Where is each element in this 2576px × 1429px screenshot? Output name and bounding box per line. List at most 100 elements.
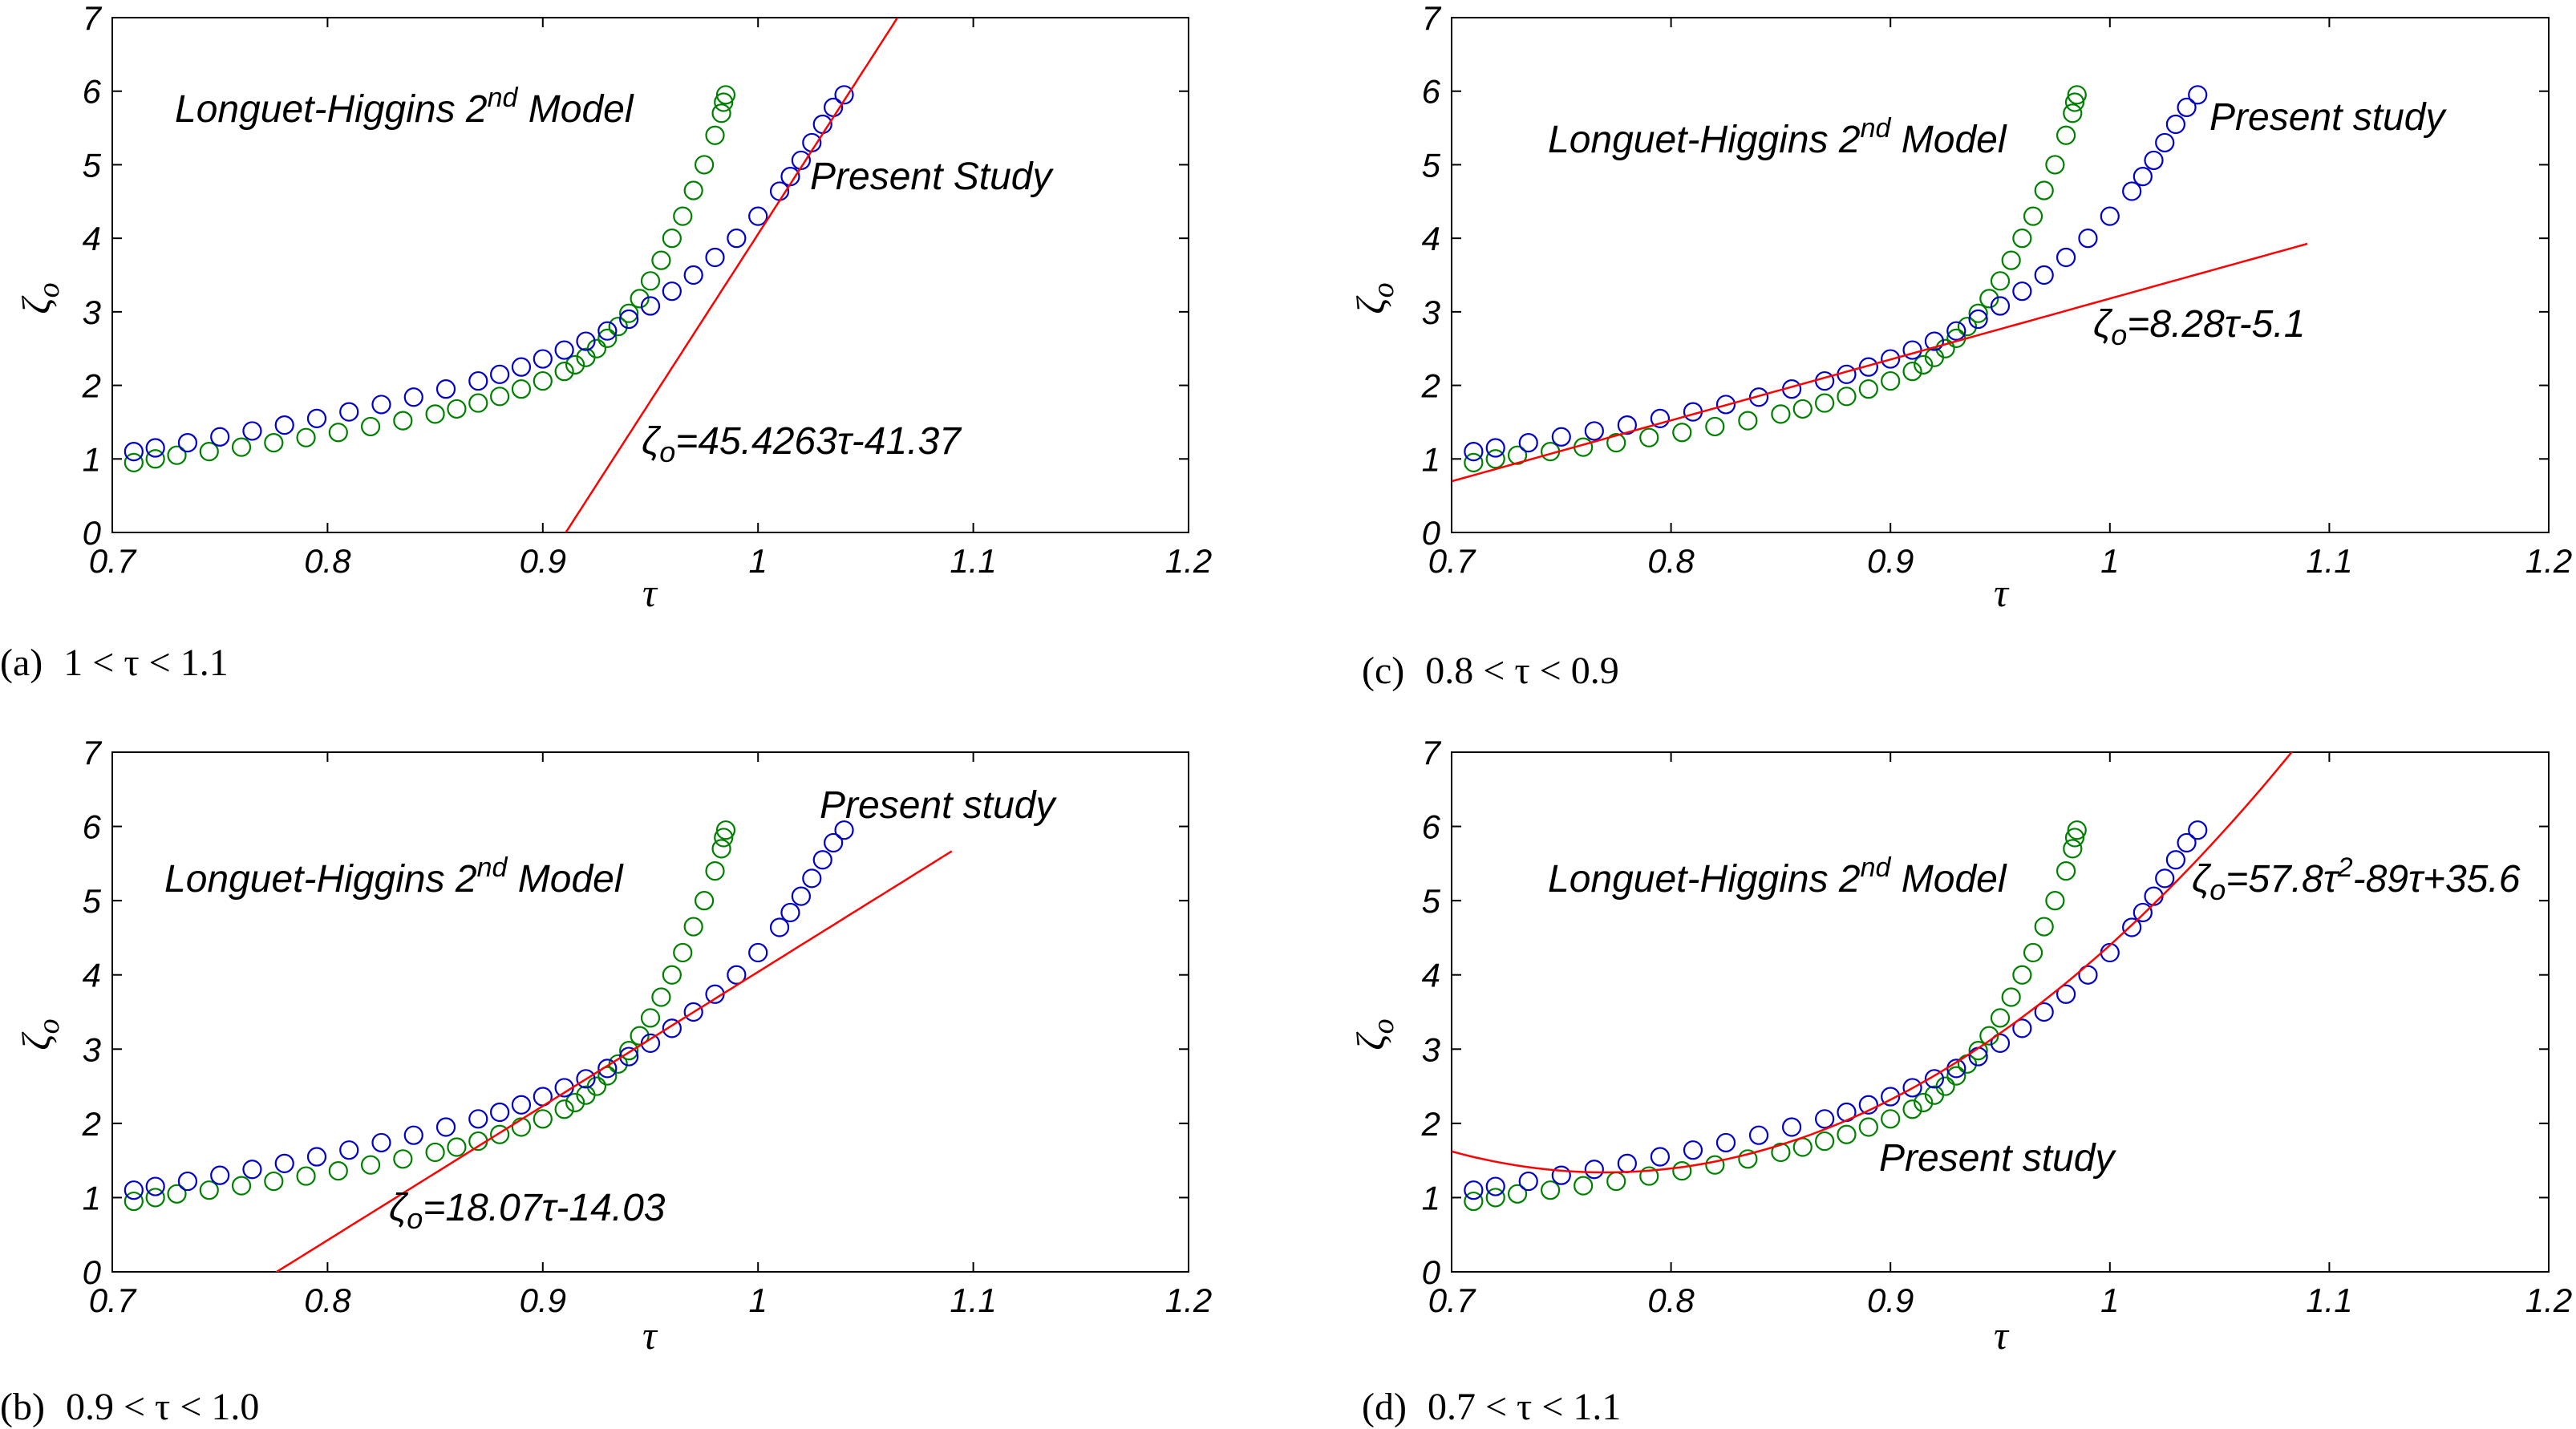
longuet-higgins-marker — [264, 433, 284, 453]
present-study-marker — [371, 1132, 391, 1153]
longuet-higgins-marker — [1902, 1099, 1922, 1119]
panel-b-x-tick-text: 1 — [749, 1281, 768, 1319]
longuet-higgins-marker — [1881, 370, 1901, 391]
panel-d-equation-mid: =57.8τ — [2226, 858, 2339, 901]
present-study-marker — [124, 442, 144, 462]
panel-b-caption-letter: (b) — [0, 1386, 45, 1428]
longuet-higgins-marker — [2023, 942, 2043, 963]
longuet-higgins-marker — [296, 1166, 316, 1186]
present-study-marker — [1551, 427, 1571, 447]
panel-b-x-tick-text: 0.9 — [520, 1281, 566, 1319]
panel-a-series-blue — [124, 85, 854, 462]
present-study-marker — [1715, 1132, 1736, 1153]
present-study-marker — [780, 902, 800, 923]
panel-b-equation-rest: =18.07τ-14.03 — [423, 1187, 666, 1229]
panel-d-y-tick-label: 1 — [1422, 1179, 1440, 1216]
present-study-marker — [1924, 1069, 1945, 1089]
present-study-marker — [1485, 1176, 1505, 1196]
panel-a-x-tick-label: 0.9 — [520, 542, 566, 580]
longuet-higgins-marker — [2056, 125, 2076, 145]
present-study-marker — [1715, 395, 1736, 415]
panel-c-x-tick-label: 1 — [2100, 542, 2119, 580]
panel-a-y-tick-text: 6 — [83, 73, 102, 111]
present-study-marker — [468, 1109, 488, 1129]
panel-b-x-tick-label: 0.9 — [520, 1281, 566, 1319]
present-study-marker — [1815, 1109, 1835, 1129]
present-study-marker — [435, 379, 456, 399]
longuet-higgins-marker — [1858, 379, 1878, 399]
longuet-higgins-marker — [608, 317, 628, 337]
present-study-marker — [1584, 1160, 1604, 1180]
longuet-higgins-marker — [2045, 155, 2065, 175]
longuet-higgins-marker — [2034, 917, 2054, 937]
panel-a: 0.7 0.8 0.9 1 1.1 1.201234567τζoLonguet-Higgi… — [0, 0, 1212, 684]
panel-c-x-tick-label: 1.1 — [2306, 542, 2352, 580]
present-study-marker — [242, 421, 262, 441]
panel-c-equation-main: ζ — [2093, 303, 2113, 346]
panel-a-y-tick-label: 6 — [83, 73, 102, 111]
longuet-higgins-marker — [683, 917, 703, 937]
panel-a-caption-range: 1 < τ < 1.1 — [63, 642, 228, 684]
present-study-marker — [576, 331, 596, 351]
longuet-higgins-marker — [328, 1161, 348, 1181]
panel-d-equation-rest: -89τ+35.6 — [2353, 858, 2521, 901]
panel-a-study-label-text: Present Study — [810, 156, 1055, 198]
present-study-marker — [306, 408, 327, 428]
longuet-higgins-marker — [1507, 1184, 1528, 1204]
longuet-higgins-marker — [1464, 452, 1484, 472]
present-study-marker — [1650, 1147, 1671, 1167]
longuet-higgins-marker — [2063, 103, 2083, 123]
present-study-marker — [748, 942, 768, 963]
panel-b-model-label-tail: Model — [507, 858, 623, 901]
panel-b-x-axis-label-text: τ — [642, 1313, 658, 1358]
panel-d-y-tick-label: 3 — [1422, 1030, 1440, 1068]
panel-d-y-tick-label: 5 — [1422, 882, 1441, 920]
panel-b-y-tick-text: 6 — [83, 808, 102, 846]
panel-b-plot-frame — [111, 751, 1189, 1273]
panel-b-y-axis-label: ζo — [14, 1018, 66, 1050]
present-study-marker — [1617, 415, 1637, 435]
present-study-marker — [834, 820, 854, 840]
present-study-marker — [2122, 181, 2142, 201]
present-study-marker — [1464, 1180, 1484, 1200]
panel-b-model-label-sup: nd — [477, 852, 508, 883]
longuet-higgins-marker — [705, 861, 725, 881]
present-study-marker — [2188, 85, 2208, 105]
panel-b-equation-main: ζ — [389, 1187, 409, 1229]
longuet-higgins-marker — [1979, 289, 1999, 309]
longuet-higgins-marker — [1957, 317, 1978, 337]
panel-d-y-tick-text: 3 — [1422, 1030, 1440, 1068]
longuet-higgins-marker — [1837, 1124, 1857, 1144]
longuet-higgins-marker — [673, 206, 693, 226]
panel-c-plot-frame — [1451, 17, 2550, 533]
panel-a-x-tick-text: 0.9 — [520, 542, 566, 580]
longuet-higgins-marker — [1881, 1109, 1901, 1129]
longuet-higgins-marker — [124, 1191, 144, 1212]
panel-b-y-tick-label: 6 — [83, 808, 102, 846]
panel-c-model-label-text: Longuet-Higgins 2 — [1548, 119, 1861, 161]
longuet-higgins-marker — [1968, 303, 1988, 323]
longuet-higgins-marker — [1639, 427, 1659, 447]
present-study-marker — [274, 1153, 294, 1173]
panel-b-y-tick-text: 5 — [83, 882, 102, 920]
panel-a-y-tick-text: 7 — [83, 0, 103, 37]
longuet-higgins-marker — [554, 362, 574, 382]
panel-d-x-axis-label-text: τ — [1994, 1313, 2010, 1358]
longuet-higgins-marker — [1705, 416, 1725, 437]
panel-c-x-axis-label-text: τ — [1994, 570, 2010, 615]
longuet-higgins-marker — [2023, 206, 2043, 226]
present-study-marker — [1748, 1125, 1769, 1145]
panel-c-x-tick-label: 0.8 — [1647, 542, 1695, 580]
panel-c-y-tick-label: 3 — [1422, 293, 1440, 331]
present-study-marker — [2155, 868, 2175, 889]
present-study-marker — [371, 395, 391, 415]
present-study-marker — [640, 1033, 661, 1053]
panel-b-y-tick-label: 1 — [83, 1179, 101, 1216]
present-study-marker — [1902, 1078, 1922, 1098]
panel-b-equation-sub: o — [407, 1202, 423, 1235]
longuet-higgins-marker — [640, 271, 661, 291]
present-study-marker — [210, 1165, 230, 1185]
longuet-higgins-marker — [2067, 85, 2087, 105]
longuet-higgins-marker — [1902, 362, 1922, 382]
panel-d-x-tick-label: 0.8 — [1647, 1281, 1695, 1319]
